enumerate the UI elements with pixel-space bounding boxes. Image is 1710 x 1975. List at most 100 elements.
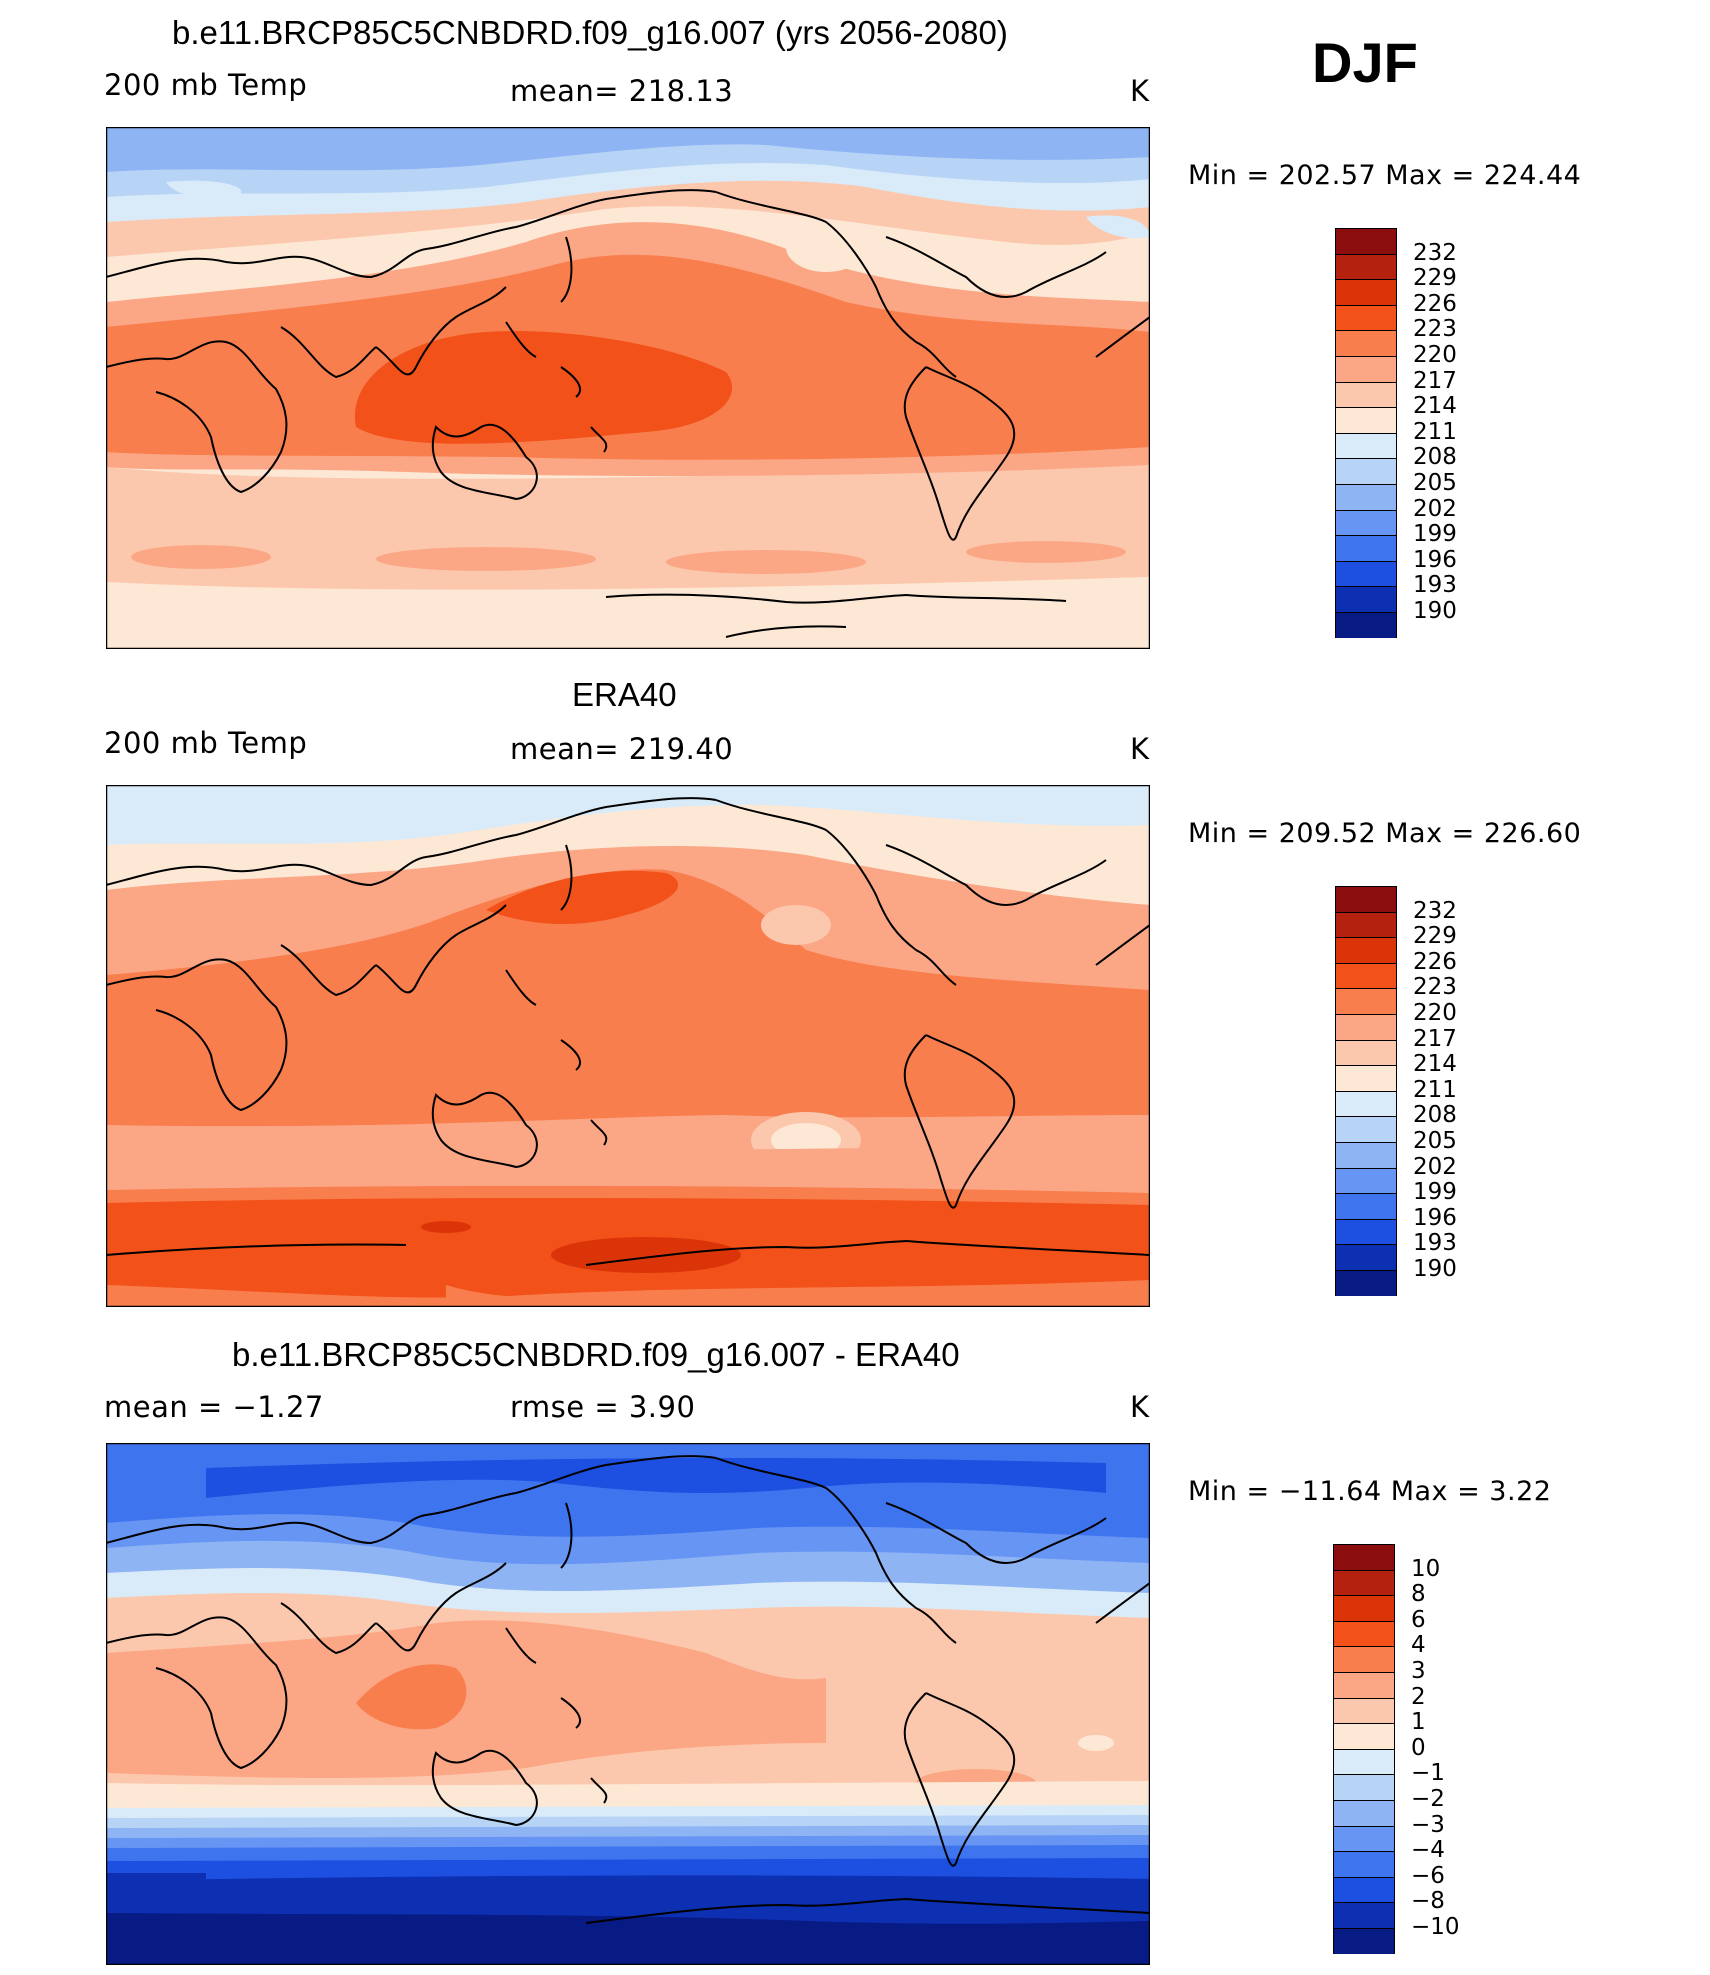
colorbar-tick-label: 229 — [1413, 923, 1457, 950]
colorbar-tick-label: 232 — [1413, 897, 1457, 924]
colorbar-swatch — [1335, 937, 1397, 963]
colorbar-tick-label: −10 — [1411, 1914, 1460, 1940]
colorbar-swatch — [1333, 1799, 1395, 1826]
colorbar-tick-label: 214 — [1413, 393, 1457, 420]
colorbar-swatch — [1335, 407, 1397, 433]
colorbar-swatch — [1335, 458, 1397, 484]
colorbar-tick-label: −4 — [1411, 1837, 1445, 1864]
panel-3-minmax: Min = −11.64 Max = 3.22 — [1188, 1476, 1552, 1507]
colorbar-tick-label: 232 — [1413, 239, 1457, 266]
colorbar-swatch — [1333, 1671, 1395, 1698]
colorbar-swatch — [1335, 304, 1397, 331]
colorbar-swatch — [1335, 509, 1397, 536]
colorbar-tick-label: 10 — [1411, 1555, 1441, 1582]
colorbar-tick-label: 229 — [1413, 265, 1457, 292]
panel-1-colorbar: 232 229 226 223 220 217 214 211 208 205 202 199 196 1… — [1335, 228, 1457, 638]
colorbar-swatch — [1333, 1876, 1395, 1903]
colorbar-swatch — [1333, 1748, 1395, 1775]
colorbar-swatch — [1335, 1193, 1397, 1219]
colorbar-tick-label: −1 — [1411, 1760, 1445, 1787]
panel-2-colorbar: 232 229 226 223 220 217 214 211 208 205 202 199 196 1… — [1335, 886, 1457, 1296]
colorbar-tick-label: 190 — [1413, 1256, 1457, 1282]
panel-1-minmax: Min = 202.57 Max = 224.44 — [1188, 160, 1582, 191]
panel-3-units: K — [1130, 1390, 1150, 1424]
panel-1-units: K — [1130, 74, 1150, 108]
colorbar-swatch — [1335, 1013, 1397, 1040]
colorbar-swatch — [1335, 253, 1397, 280]
panel-2-title: ERA40 — [572, 676, 677, 713]
colorbar-swatch — [1335, 962, 1397, 989]
colorbar-tick-label: 2 — [1411, 1683, 1426, 1710]
colorbar-swatch — [1335, 1244, 1397, 1270]
colorbar-tick-label: 223 — [1413, 316, 1457, 343]
colorbar-tick-label: 205 — [1413, 1128, 1457, 1154]
colorbar-swatch — [1335, 560, 1397, 587]
colorbar-swatch — [1333, 1544, 1395, 1570]
colorbar-swatch — [1335, 586, 1397, 612]
colorbar-tick-label: 4 — [1411, 1632, 1426, 1659]
panel-2-map — [106, 785, 1150, 1307]
season-label: DJF — [1312, 31, 1418, 94]
panel-2-units: K — [1130, 732, 1150, 766]
colorbar-swatch — [1335, 1218, 1397, 1245]
colorbar-tick-label: −8 — [1411, 1888, 1445, 1915]
colorbar-tick-label: 217 — [1413, 367, 1457, 394]
colorbar-swatch — [1333, 1723, 1395, 1749]
colorbar-swatch — [1333, 1697, 1395, 1724]
panel-3-left-label: mean = −1.27 — [104, 1390, 324, 1424]
colorbar-tick-label: 193 — [1413, 1230, 1457, 1257]
colorbar-tick-label: 0 — [1411, 1734, 1426, 1761]
panel-1-map — [106, 127, 1150, 649]
colorbar-tick-label: 214 — [1413, 1051, 1457, 1078]
colorbar-swatch — [1335, 228, 1397, 254]
colorbar-tick-label: 190 — [1413, 598, 1457, 624]
colorbar-swatch — [1335, 355, 1397, 382]
colorbar-tick-label: 1 — [1411, 1709, 1426, 1736]
colorbar-tick-label: 217 — [1413, 1025, 1457, 1052]
colorbar-swatch — [1333, 1774, 1395, 1800]
colorbar-tick-label: 220 — [1413, 1000, 1457, 1026]
colorbar-swatch — [1335, 535, 1397, 561]
colorbar-swatch — [1333, 1569, 1395, 1596]
colorbar-tick-label: 8 — [1411, 1581, 1426, 1608]
colorbar-tick-label: 6 — [1411, 1606, 1426, 1633]
colorbar-tick-label: 211 — [1413, 418, 1457, 445]
colorbar-swatch — [1335, 381, 1397, 408]
colorbar-swatch — [1335, 1141, 1397, 1168]
colorbar-swatch — [1333, 1825, 1395, 1852]
colorbar-swatch — [1335, 1039, 1397, 1066]
colorbar-tick-label: 220 — [1413, 342, 1457, 368]
colorbar-tick-label: 202 — [1413, 495, 1457, 522]
colorbar-swatch — [1333, 1620, 1395, 1647]
colorbar-tick-label: 208 — [1413, 444, 1457, 471]
colorbar-tick-label: 193 — [1413, 572, 1457, 599]
colorbar-swatch — [1335, 483, 1397, 510]
panel-3-map — [106, 1443, 1150, 1965]
colorbar-tick-label: 223 — [1413, 974, 1457, 1001]
colorbar-swatch — [1333, 1646, 1395, 1672]
colorbar-swatch — [1335, 611, 1397, 638]
colorbar-swatch — [1335, 432, 1397, 459]
colorbar-swatch — [1335, 279, 1397, 305]
colorbar-swatch — [1333, 1927, 1395, 1954]
colorbar-swatch — [1333, 1902, 1395, 1928]
colorbar-tick-label: 226 — [1413, 290, 1457, 317]
colorbar-tick-label: 226 — [1413, 948, 1457, 975]
panel-3-colorbar: 10 8 6 4 3 2 1 0 −1 −2 −3 −4 −6 −8 −10 — [1333, 1544, 1460, 1954]
colorbar-swatch — [1333, 1595, 1395, 1621]
colorbar-tick-label: 205 — [1413, 470, 1457, 496]
panel-3-rmse: rmse = 3.90 — [510, 1390, 696, 1424]
colorbar-swatch — [1335, 886, 1397, 912]
colorbar-tick-label: 196 — [1413, 1204, 1457, 1231]
panel-1-title: b.e11.BRCP85C5CNBDRD.f09_g16.007 (yrs 20… — [172, 14, 1008, 51]
colorbar-swatch — [1335, 330, 1397, 356]
panel-2-minmax: Min = 209.52 Max = 226.60 — [1188, 818, 1582, 849]
colorbar-tick-label: −6 — [1411, 1862, 1445, 1889]
colorbar-tick-label: 3 — [1411, 1658, 1426, 1684]
colorbar-tick-label: 196 — [1413, 546, 1457, 573]
panel-2-mean: mean= 219.40 — [510, 732, 734, 766]
panel-2-left-label: 200 mb Temp — [104, 726, 308, 760]
colorbar-swatch — [1335, 1269, 1397, 1296]
panel-3-title: b.e11.BRCP85C5CNBDRD.f09_g16.007 - ERA40 — [232, 1336, 960, 1373]
colorbar-tick-label: 202 — [1413, 1153, 1457, 1180]
